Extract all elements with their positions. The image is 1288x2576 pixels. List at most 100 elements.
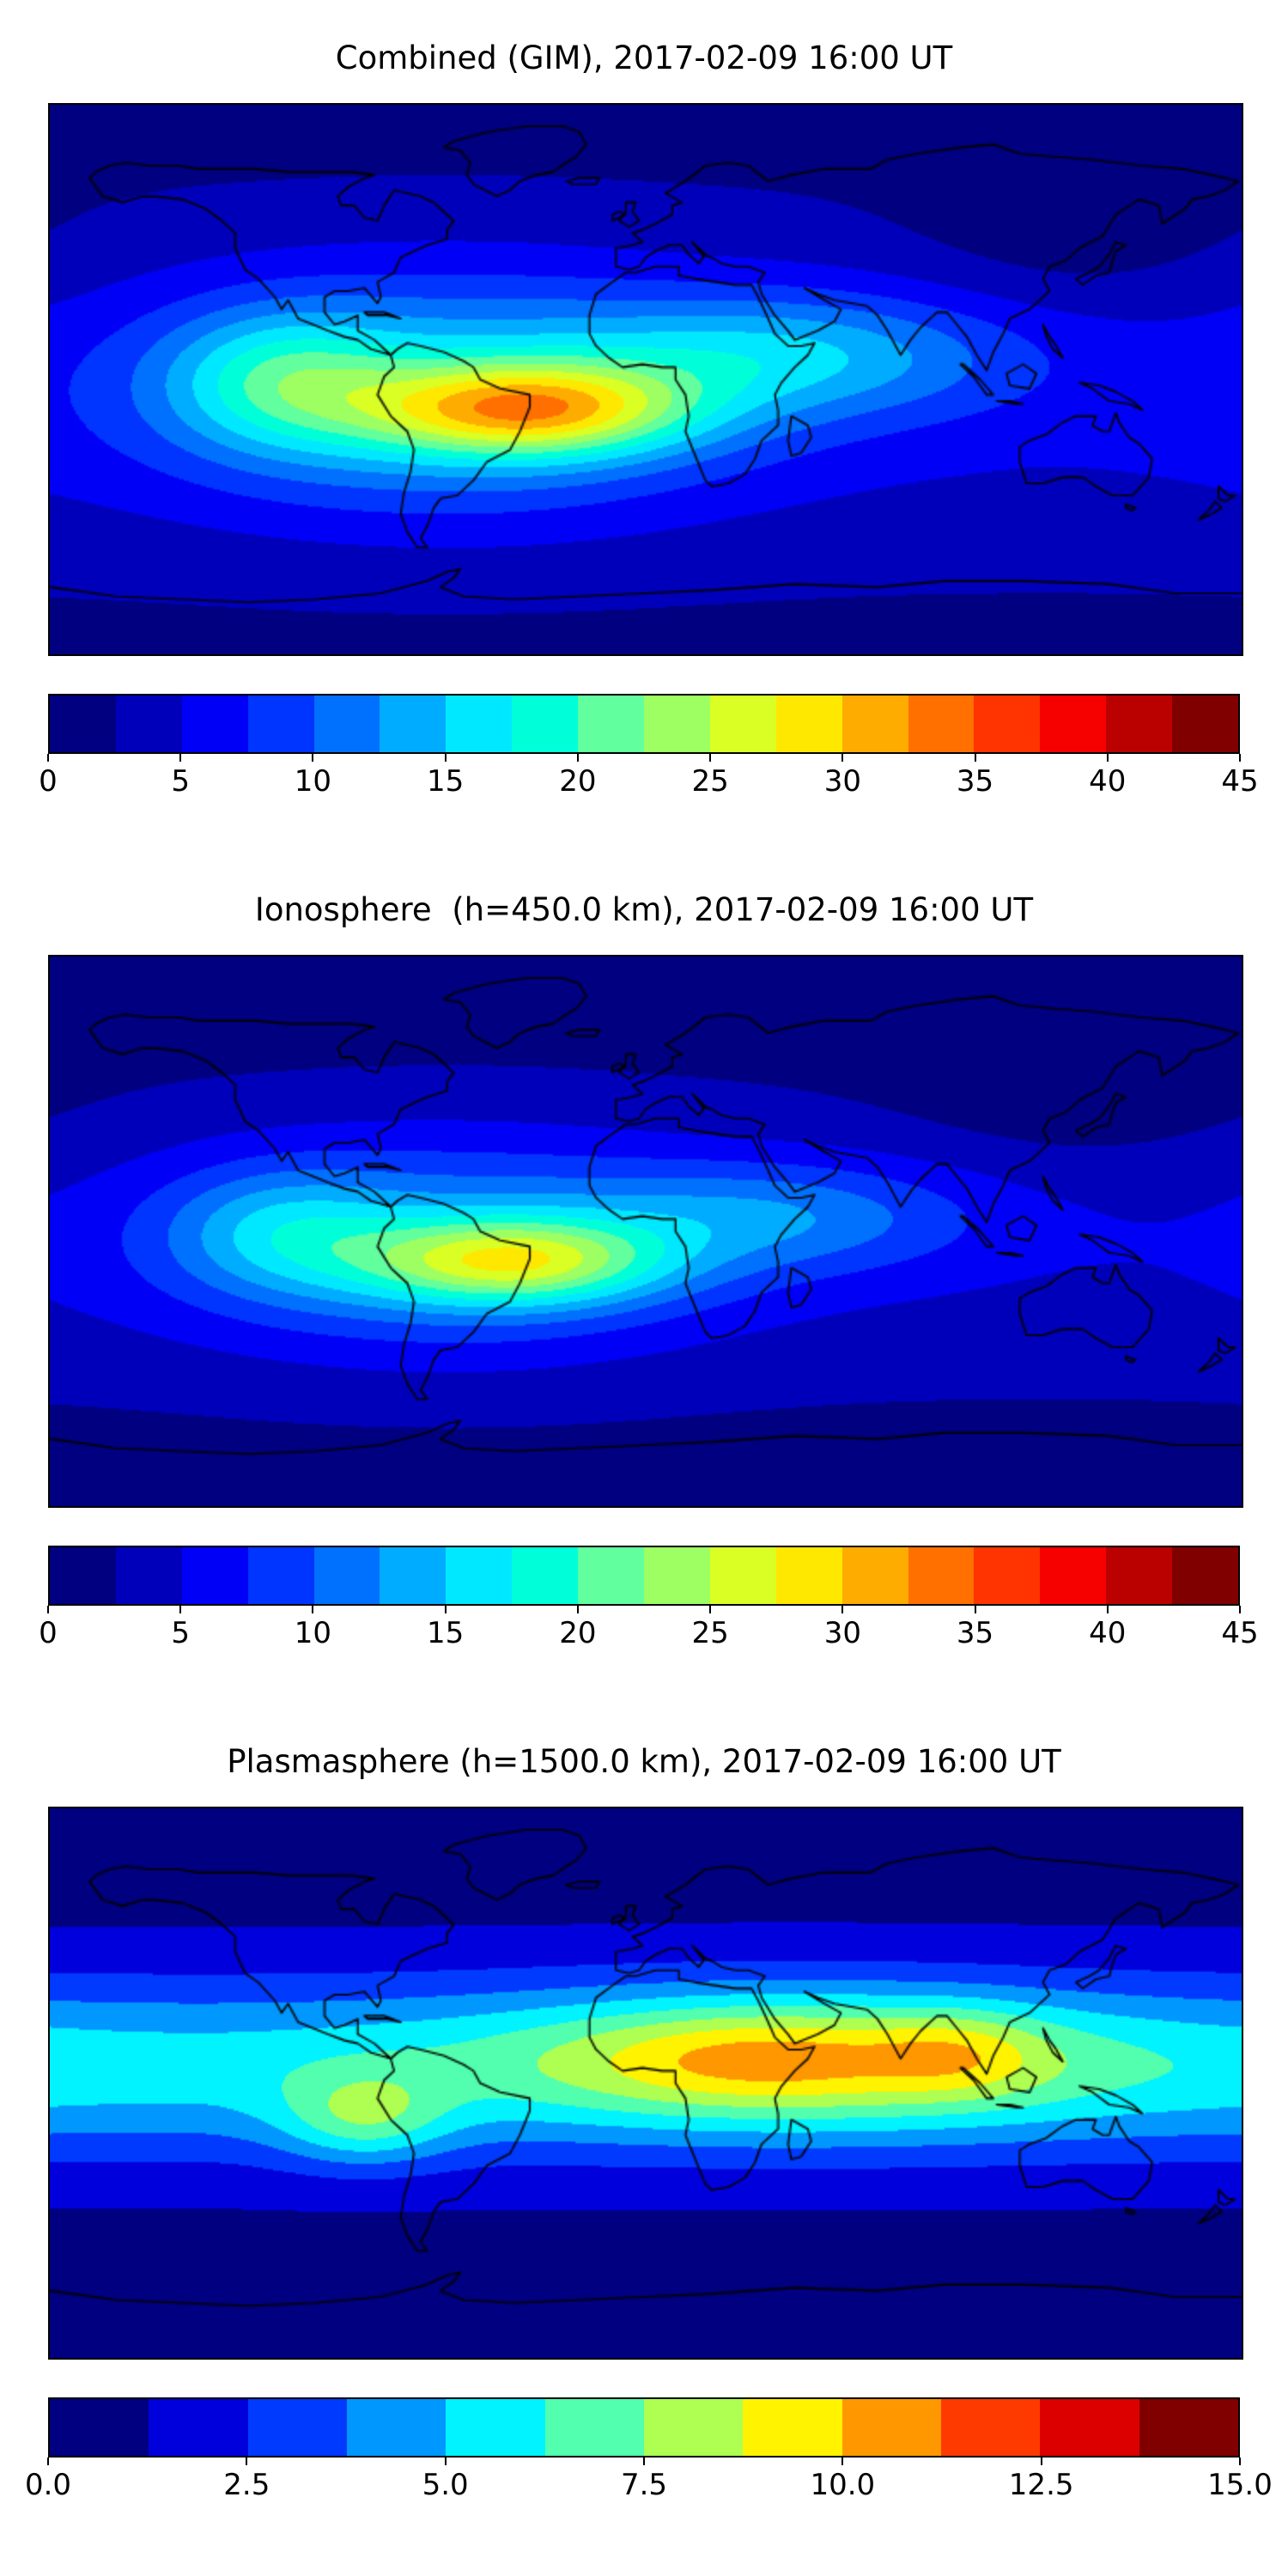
colorbar-tick-mark	[1239, 2458, 1241, 2465]
colorbar-segment	[512, 696, 579, 752]
ionosphere-map-frame	[48, 955, 1243, 1508]
colorbar-tick-label: 30	[823, 1616, 861, 1650]
colorbar-segment	[1040, 696, 1107, 752]
colorbar-tick-mark	[1040, 2458, 1042, 2465]
colorbar-segment	[247, 696, 314, 752]
colorbar-tick-label: 15	[427, 1616, 465, 1650]
colorbar-tick-label: 10	[294, 764, 332, 799]
colorbar-tick-label: 35	[956, 1616, 994, 1650]
colorbar-segment	[1106, 696, 1173, 752]
plasmasphere-map-canvas	[50, 1808, 1242, 2358]
colorbar-segment	[709, 696, 776, 752]
colorbar-tick-mark	[576, 754, 579, 762]
panel-plasmasphere: Plasmasphere (h=1500.0 km), 2017-02-09 1…	[25, 1741, 1273, 2507]
colorbar-segment	[380, 696, 447, 752]
colorbar-tick-label: 0.0	[24, 2468, 72, 2502]
colorbar-tick-mark	[47, 2458, 49, 2465]
colorbar-tick-mark	[444, 1606, 447, 1613]
colorbar-segment	[181, 696, 248, 752]
colorbar-segment	[841, 1547, 908, 1604]
colorbar-segment	[1172, 696, 1239, 752]
colorbar-segment	[841, 2399, 941, 2456]
ionosphere-colorbar: 0 5 10 15 20 25 30 35 40 45	[39, 1546, 1259, 1656]
colorbar-tick-label: 25	[691, 764, 729, 799]
plasmasphere-colorbar-bar	[48, 2397, 1240, 2458]
colorbar-segment	[940, 2399, 1041, 2456]
colorbar-tick-mark	[709, 1606, 712, 1613]
colorbar-segment	[644, 1547, 710, 1604]
colorbar-tick-mark	[1106, 1606, 1109, 1613]
colorbar-segment	[775, 1547, 842, 1604]
colorbar-tick-label: 5	[171, 764, 191, 799]
combined-panel-title: Combined (GIM), 2017-02-09 16:00 UT	[335, 39, 953, 76]
colorbar-tick-mark	[312, 1606, 314, 1613]
colorbar-segment	[313, 1547, 380, 1604]
ionosphere-colorbar-ticks: 0 5 10 15 20 25 30 35 40 45	[39, 1606, 1259, 1656]
colorbar-tick-label: 10.0	[810, 2468, 876, 2502]
colorbar-tick-mark	[643, 2458, 645, 2465]
colorbar-tick-mark	[709, 754, 712, 762]
colorbar-tick-mark	[576, 1606, 579, 1613]
colorbar-tick-mark	[841, 754, 844, 762]
colorbar-segment	[775, 696, 842, 752]
colorbar-tick-label: 40	[1089, 1616, 1127, 1650]
colorbar-tick-label: 0	[39, 1616, 58, 1650]
colorbar-tick-label: 20	[559, 1616, 597, 1650]
colorbar-tick-label: 30	[823, 764, 861, 799]
colorbar-tick-mark	[841, 1606, 844, 1613]
colorbar-segment	[908, 1547, 975, 1604]
colorbar-tick-label: 25	[691, 1616, 729, 1650]
colorbar-tick-label: 12.5	[1008, 2468, 1074, 2502]
colorbar-segment	[743, 2399, 842, 2456]
colorbar-segment	[1139, 2399, 1238, 2456]
colorbar-segment	[446, 2399, 545, 2456]
colorbar-tick-mark	[312, 754, 314, 762]
colorbar-tick-label: 2.5	[223, 2468, 270, 2502]
colorbar-tick-mark	[974, 1606, 976, 1613]
colorbar-segment	[50, 1547, 116, 1604]
combined-colorbar: 0 5 10 15 20 25 30 35 40 45	[39, 694, 1259, 804]
colorbar-tick-label: 20	[559, 764, 597, 799]
colorbar-segment	[908, 696, 975, 752]
colorbar-segment	[544, 2399, 644, 2456]
colorbar-tick-label: 5	[171, 1616, 191, 1650]
colorbar-segment	[644, 696, 710, 752]
combined-map-frame	[48, 103, 1243, 656]
colorbar-tick-mark	[179, 1606, 182, 1613]
colorbar-segment	[974, 696, 1041, 752]
plasmasphere-colorbar-ticks: 0.0 2.5 5.0 7.5 10.0 12.5 15.0	[25, 2458, 1273, 2507]
colorbar-segment	[346, 2399, 447, 2456]
panel-combined-gim: Combined (GIM), 2017-02-09 16:00 UT 0 5 10…	[39, 0, 1259, 804]
colorbar-tick-mark	[179, 754, 182, 762]
combined-colorbar-ticks: 0 5 10 15 20 25 30 35 40 45	[39, 754, 1259, 804]
colorbar-segment	[578, 1547, 645, 1604]
colorbar-segment	[380, 1547, 447, 1604]
colorbar-tick-label: 0	[39, 764, 58, 799]
colorbar-tick-mark	[1239, 1606, 1241, 1613]
figure: Combined (GIM), 2017-02-09 16:00 UT 0 5 10…	[25, 0, 1273, 2507]
ionosphere-panel-title: Ionosphere (h=450.0 km), 2017-02-09 16:0…	[254, 891, 1034, 928]
colorbar-tick-mark	[1239, 754, 1241, 762]
colorbar-tick-label: 5.0	[422, 2468, 469, 2502]
colorbar-segment	[50, 696, 116, 752]
colorbar-segment	[643, 2399, 744, 2456]
colorbar-segment	[1040, 2399, 1139, 2456]
colorbar-segment	[512, 1547, 579, 1604]
colorbar-segment	[1106, 1547, 1173, 1604]
plasmasphere-map-frame	[48, 1807, 1243, 2360]
ionosphere-map-canvas	[50, 957, 1242, 1506]
colorbar-tick-mark	[47, 1606, 49, 1613]
colorbar-tick-label: 10	[294, 1616, 332, 1650]
colorbar-tick-mark	[841, 2458, 844, 2465]
colorbar-segment	[115, 696, 182, 752]
colorbar-tick-label: 45	[1221, 764, 1259, 799]
colorbar-tick-label: 7.5	[620, 2468, 668, 2502]
colorbar-tick-mark	[246, 2458, 248, 2465]
panel-ionosphere: Ionosphere (h=450.0 km), 2017-02-09 16:0…	[39, 890, 1259, 1656]
colorbar-segment	[1172, 1547, 1239, 1604]
colorbar-tick-label: 45	[1221, 1616, 1259, 1650]
colorbar-tick-mark	[974, 754, 976, 762]
colorbar-segment	[181, 1547, 248, 1604]
colorbar-segment	[446, 696, 513, 752]
